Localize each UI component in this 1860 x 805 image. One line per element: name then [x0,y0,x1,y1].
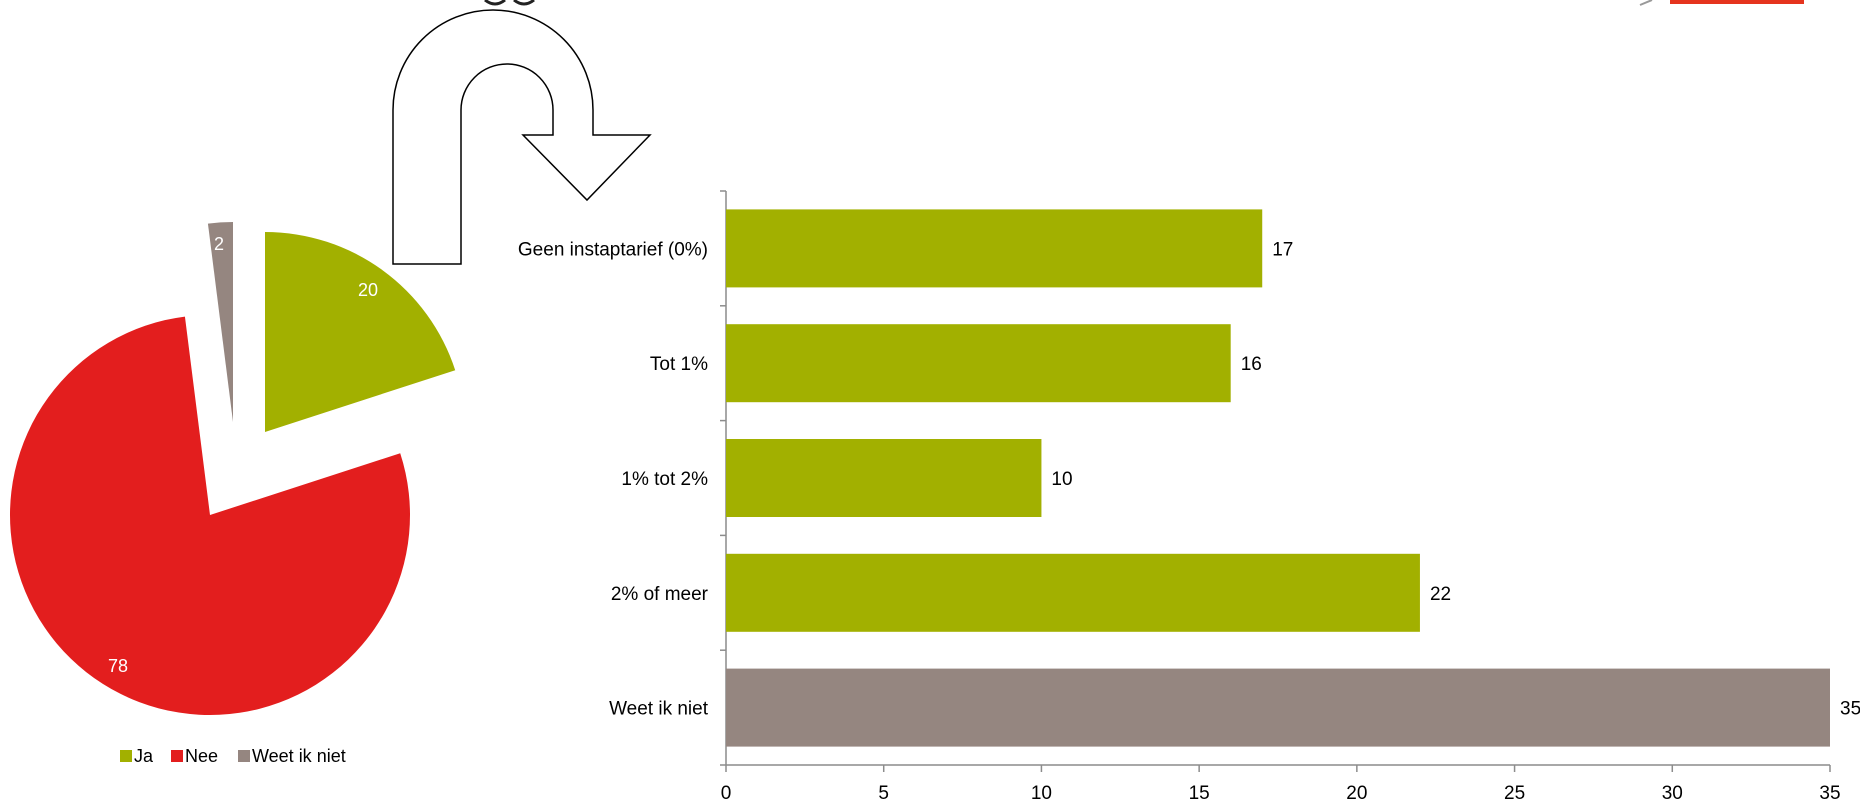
x-tick-label-5: 5 [878,783,889,804]
bar-geen-instaptarief-0 [726,209,1263,288]
category-label-1-tot-2: 1% tot 2% [621,469,708,490]
pie-slice-weet-ik-niet [207,222,233,422]
pie-slice-nee [9,316,410,716]
category-label-2-of-meer: 2% of meer [611,584,709,605]
bar-value-label-tot-1: 16 [1241,354,1262,375]
u-turn-arrow-icon [392,9,652,265]
legend-swatch-nee [171,750,183,762]
bar-weet-ik-niet [726,668,1830,747]
x-tick-label-25: 25 [1504,783,1525,804]
bar-value-label-1-tot-2: 10 [1051,469,1072,490]
logo-swoosh-fragment [1639,0,1653,6]
x-tick-label-15: 15 [1189,783,1210,804]
x-tick-label-20: 20 [1346,783,1367,804]
bar-chart: Geen instaptarief (0%) 17 Tot 1% 16 1% tot 2… [518,190,1860,804]
legend-label-ja: Ja [134,746,154,766]
pie-chart: 20 78 2 [9,222,456,716]
x-tick-label-35: 35 [1819,783,1840,804]
bar-tot-1 [726,324,1231,403]
category-label-geen-instaptarief-0: Geen instaptarief (0%) [518,239,708,260]
pie-data-label-ja: 20 [358,280,378,300]
category-label-weet-ik-niet: Weet ik niet [609,699,709,720]
legend-label-weet-ik-niet: Weet ik niet [252,746,346,766]
category-label-tot-1: Tot 1% [650,354,708,375]
legend-label-nee: Nee [185,746,218,766]
x-tick-label-0: 0 [721,783,732,804]
bar-value-label-2-of-meer: 22 [1430,584,1451,605]
x-tick-label-10: 10 [1031,783,1052,804]
bar-value-label-geen-instaptarief-0: 17 [1272,239,1293,260]
bar-value-label-weet-ik-niet: 35 [1840,699,1860,720]
bar-1-tot-2 [726,439,1042,517]
pie-data-label-weet-ik-niet: 2 [214,234,224,254]
pie-slice-ja [265,232,456,432]
x-tick-label-30: 30 [1662,783,1683,804]
cropped-title-fragment [484,0,535,6]
legend-swatch-weet-ik-niet [238,750,250,762]
bar-2-of-meer [726,553,1420,632]
logo-fragment [1670,0,1804,4]
pie-legend: Ja Nee Weet ik niet [120,746,346,766]
pie-data-label-nee: 78 [108,656,128,676]
legend-swatch-ja [120,750,132,762]
